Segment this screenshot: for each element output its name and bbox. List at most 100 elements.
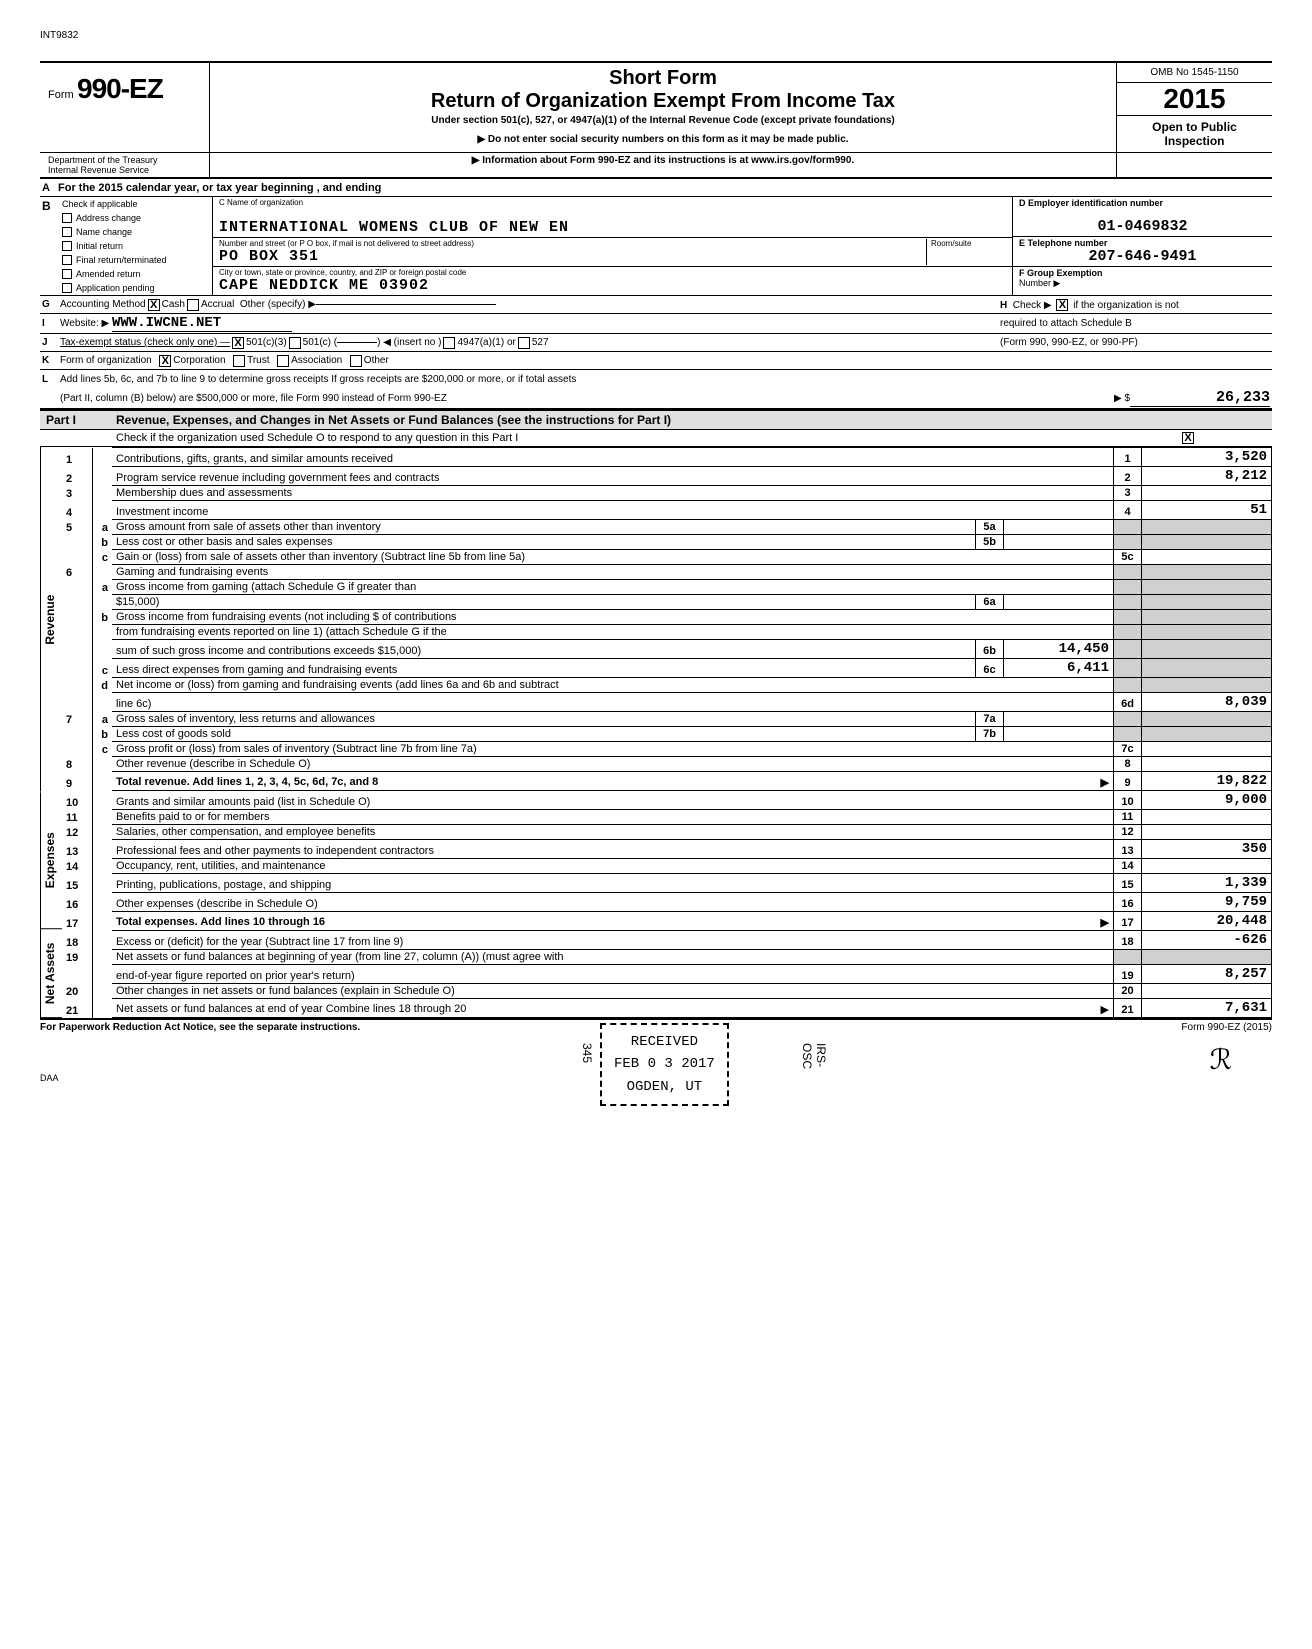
table-row: 16Other expenses (describe in Schedule O…	[62, 893, 1272, 912]
table-row: line 6c)6d8,039	[62, 693, 1272, 712]
table-row: sum of such gross income and contributio…	[62, 640, 1272, 659]
line-l1: L Add lines 5b, 6c, and 7b to line 9 to …	[40, 370, 1272, 388]
right-column: D Employer identification number 01-0469…	[1012, 197, 1272, 295]
year: 2015	[1117, 83, 1272, 116]
open-public: Open to Public Inspection	[1117, 116, 1272, 152]
cb-assoc[interactable]	[277, 355, 289, 367]
side-labels: Revenue Expenses Net Assets	[40, 447, 62, 1018]
line-g-i: G Accounting Method X Cash Accrual Other…	[40, 296, 1272, 314]
table-row: $15,000)6a	[62, 595, 1272, 610]
cb-4947[interactable]	[443, 337, 455, 349]
form-prefix: Form	[48, 89, 74, 101]
cb-501c3[interactable]: X	[232, 337, 244, 349]
title-line2: Return of Organization Exempt From Incom…	[220, 90, 1106, 113]
table-row: 21Net assets or fund balances at end of …	[62, 999, 1272, 1018]
table-row: dNet income or (loss) from gaming and fu…	[62, 678, 1272, 693]
revenue-label: Revenue	[40, 447, 62, 792]
cb-name-change[interactable]: Name change	[58, 225, 212, 239]
title-box: Short Form Return of Organization Exempt…	[210, 63, 1117, 152]
stamp-345: 345	[580, 1043, 594, 1063]
cb-corp[interactable]: X	[159, 355, 171, 367]
table-row: cLess direct expenses from gaming and fu…	[62, 659, 1272, 678]
phone: 207-646-9491	[1019, 248, 1266, 265]
doc-id: INT9832	[40, 30, 1272, 41]
cb-address-change[interactable]: Address change	[58, 211, 212, 225]
section-b: B Check if applicable Address change Nam…	[40, 197, 1272, 296]
part1-header: Part I Revenue, Expenses, and Changes in…	[40, 410, 1272, 430]
form-number-box: Form 990-EZ	[40, 63, 210, 152]
cb-pending[interactable]: Application pending	[58, 281, 212, 295]
table-row: 17Total expenses. Add lines 10 through 1…	[62, 912, 1272, 931]
table-row: 12Salaries, other compensation, and empl…	[62, 825, 1272, 840]
line-a: A For the 2015 calendar year, or tax yea…	[40, 179, 1272, 197]
part1-check: Check if the organization used Schedule …	[40, 430, 1272, 447]
table-row: cGross profit or (loss) from sales of in…	[62, 742, 1272, 757]
form-number: 990-EZ	[77, 73, 163, 104]
cb-schedule-o[interactable]: X	[1182, 432, 1194, 444]
data-table: 1Contributions, gifts, grants, and simil…	[62, 447, 1272, 1018]
line-l2: (Part II, column (B) below) are $500,000…	[40, 388, 1272, 410]
org-column: C Name of organization INTERNATIONAL WOM…	[213, 197, 1012, 295]
table-row: from fundraising events reported on line…	[62, 625, 1272, 640]
cb-other[interactable]	[350, 355, 362, 367]
table-row: bGross income from fundraising events (n…	[62, 610, 1272, 625]
table-row: cGain or (loss) from sale of assets othe…	[62, 550, 1272, 565]
cb-final-return[interactable]: Final return/terminated	[58, 253, 212, 267]
received-stamp: RECEIVED FEB 0 3 2017 OGDEN, UT	[600, 1023, 729, 1106]
table-row: 1Contributions, gifts, grants, and simil…	[62, 448, 1272, 467]
table-row: aGross income from gaming (attach Schedu…	[62, 580, 1272, 595]
stamp-irs: IRS-OSC	[800, 1043, 828, 1083]
line-k: K Form of organization X Corporation Tru…	[40, 352, 1272, 370]
line-i: I Website: ▶ WWW.IWCNE.NET required to a…	[40, 314, 1272, 334]
ein: 01-0469832	[1019, 218, 1266, 235]
cb-schedule-b[interactable]: X	[1056, 299, 1068, 311]
checkbox-column: Check if applicable Address change Name …	[58, 197, 213, 295]
table-row: 3Membership dues and assessments3	[62, 486, 1272, 501]
table-row: bLess cost of goods sold7b	[62, 727, 1272, 742]
website: WWW.IWCNE.NET	[112, 315, 292, 332]
table-row: end-of-year figure reported on prior yea…	[62, 965, 1272, 984]
table-row: 4Investment income451	[62, 501, 1272, 520]
table-row: 15Printing, publications, postage, and s…	[62, 874, 1272, 893]
table-row: 13Professional fees and other payments t…	[62, 840, 1272, 859]
table-row: bLess cost or other basis and sales expe…	[62, 535, 1272, 550]
table-row: 20Other changes in net assets or fund ba…	[62, 984, 1272, 999]
table-row: 10Grants and similar amounts paid (list …	[62, 791, 1272, 810]
table-row: 6Gaming and fundraising events	[62, 565, 1272, 580]
year-box: OMB No 1545-1150 2015 Open to Public Ins…	[1117, 63, 1272, 152]
table-row: 5aGross amount from sale of assets other…	[62, 520, 1272, 535]
cb-trust[interactable]	[233, 355, 245, 367]
netassets-label: Net Assets	[40, 929, 62, 1018]
title-line1: Short Form	[220, 67, 1106, 90]
table-row: 7aGross sales of inventory, less returns…	[62, 712, 1272, 727]
table-row: 2Program service revenue including gover…	[62, 467, 1272, 486]
cb-501c[interactable]	[289, 337, 301, 349]
omb: OMB No 1545-1150	[1117, 63, 1272, 83]
daa: DAA	[40, 1073, 59, 1083]
cb-accrual[interactable]	[187, 299, 199, 311]
dept-box: Department of the Treasury Internal Reve…	[40, 153, 210, 177]
table-row: 9Total revenue. Add lines 1, 2, 3, 4, 5c…	[62, 772, 1272, 791]
table-row: 19Net assets or fund balances at beginni…	[62, 950, 1272, 965]
main-table: Revenue Expenses Net Assets 1Contributio…	[40, 447, 1272, 1018]
org-name: INTERNATIONAL WOMENS CLUB OF NEW EN	[219, 219, 1006, 236]
dept-row: Department of the Treasury Internal Reve…	[40, 153, 1272, 179]
cb-amended[interactable]: Amended return	[58, 267, 212, 281]
form-header: Form 990-EZ Short Form Return of Organiz…	[40, 61, 1272, 153]
org-address: PO BOX 351	[219, 248, 926, 265]
subtitle: Under section 501(c), 527, or 4947(a)(1)…	[220, 115, 1106, 126]
cb-cash[interactable]: X	[148, 299, 160, 311]
table-row: 14Occupancy, rent, utilities, and mainte…	[62, 859, 1272, 874]
cb-initial-return[interactable]: Initial return	[58, 239, 212, 253]
org-city: CAPE NEDDICK ME 03902	[219, 277, 1006, 294]
signature: ℛ	[1210, 1043, 1232, 1083]
info-link: ▶ Information about Form 990-EZ and its …	[210, 153, 1117, 177]
table-row: 11Benefits paid to or for members11	[62, 810, 1272, 825]
table-row: 18Excess or (deficit) for the year (Subt…	[62, 931, 1272, 950]
expenses-label: Expenses	[40, 792, 62, 929]
table-row: 8Other revenue (describe in Schedule O)8	[62, 757, 1272, 772]
line-j: J Tax-exempt status (check only one) — X…	[40, 334, 1272, 352]
cb-527[interactable]	[518, 337, 530, 349]
gross-receipts: 26,233	[1130, 389, 1270, 407]
warning: ▶ Do not enter social security numbers o…	[220, 134, 1106, 145]
